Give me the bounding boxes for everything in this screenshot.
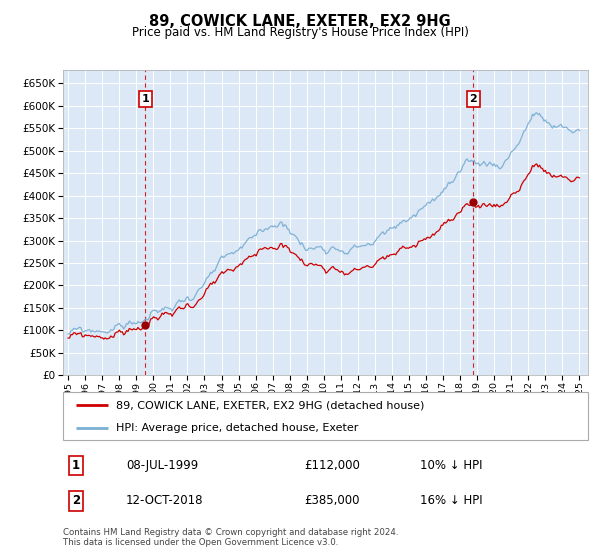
Text: This data is licensed under the Open Government Licence v3.0.: This data is licensed under the Open Gov… xyxy=(63,538,338,547)
Text: 16% ↓ HPI: 16% ↓ HPI xyxy=(420,494,482,507)
Text: £112,000: £112,000 xyxy=(305,459,361,472)
Text: 1: 1 xyxy=(141,94,149,104)
Text: Price paid vs. HM Land Registry's House Price Index (HPI): Price paid vs. HM Land Registry's House … xyxy=(131,26,469,39)
Text: £385,000: £385,000 xyxy=(305,494,360,507)
Text: 12-OCT-2018: 12-OCT-2018 xyxy=(126,494,203,507)
Text: 89, COWICK LANE, EXETER, EX2 9HG: 89, COWICK LANE, EXETER, EX2 9HG xyxy=(149,14,451,29)
Text: 2: 2 xyxy=(72,494,80,507)
Text: 89, COWICK LANE, EXETER, EX2 9HG (detached house): 89, COWICK LANE, EXETER, EX2 9HG (detach… xyxy=(115,400,424,410)
Text: Contains HM Land Registry data © Crown copyright and database right 2024.: Contains HM Land Registry data © Crown c… xyxy=(63,528,398,536)
Text: 08-JUL-1999: 08-JUL-1999 xyxy=(126,459,198,472)
Text: 1: 1 xyxy=(72,459,80,472)
Text: HPI: Average price, detached house, Exeter: HPI: Average price, detached house, Exet… xyxy=(115,423,358,433)
Text: 10% ↓ HPI: 10% ↓ HPI xyxy=(420,459,482,472)
FancyBboxPatch shape xyxy=(63,392,588,440)
Text: 2: 2 xyxy=(470,94,478,104)
